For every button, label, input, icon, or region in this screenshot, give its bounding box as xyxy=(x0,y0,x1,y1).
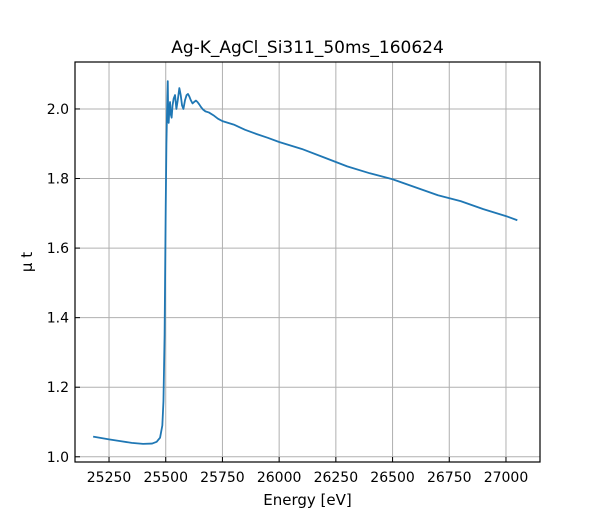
chart-title: Ag-K_AgCl_Si311_50ms_160624 xyxy=(171,38,444,58)
y-tick-label: 1.4 xyxy=(47,311,69,327)
x-tick-label: 25500 xyxy=(143,470,188,486)
x-tick-label: 25250 xyxy=(87,470,132,486)
y-tick-label: 2.0 xyxy=(47,102,69,118)
grid-layer xyxy=(75,62,540,462)
x-tick-label: 26500 xyxy=(370,470,415,486)
x-tick-label: 27000 xyxy=(484,470,529,486)
y-tick-label: 1.6 xyxy=(47,241,69,257)
series-line xyxy=(92,80,518,445)
plot-frame xyxy=(74,61,541,463)
x-axis-label: Energy [eV] xyxy=(263,491,351,509)
series-layer xyxy=(92,80,518,445)
x-tick-label: 25750 xyxy=(200,470,245,486)
x-tick-label: 26000 xyxy=(257,470,302,486)
y-tick-label: 1.8 xyxy=(47,172,69,188)
y-tick-label: 1.2 xyxy=(47,380,69,396)
x-tick-label: 26250 xyxy=(314,470,359,486)
tick-layer: 25250 25500 25750 26000 26250 26500 26750 27000… xyxy=(47,102,529,486)
y-tick-label: 1.0 xyxy=(47,450,69,466)
y-axis-label: μ t xyxy=(18,252,36,272)
x-tick-label: 26750 xyxy=(427,470,472,486)
